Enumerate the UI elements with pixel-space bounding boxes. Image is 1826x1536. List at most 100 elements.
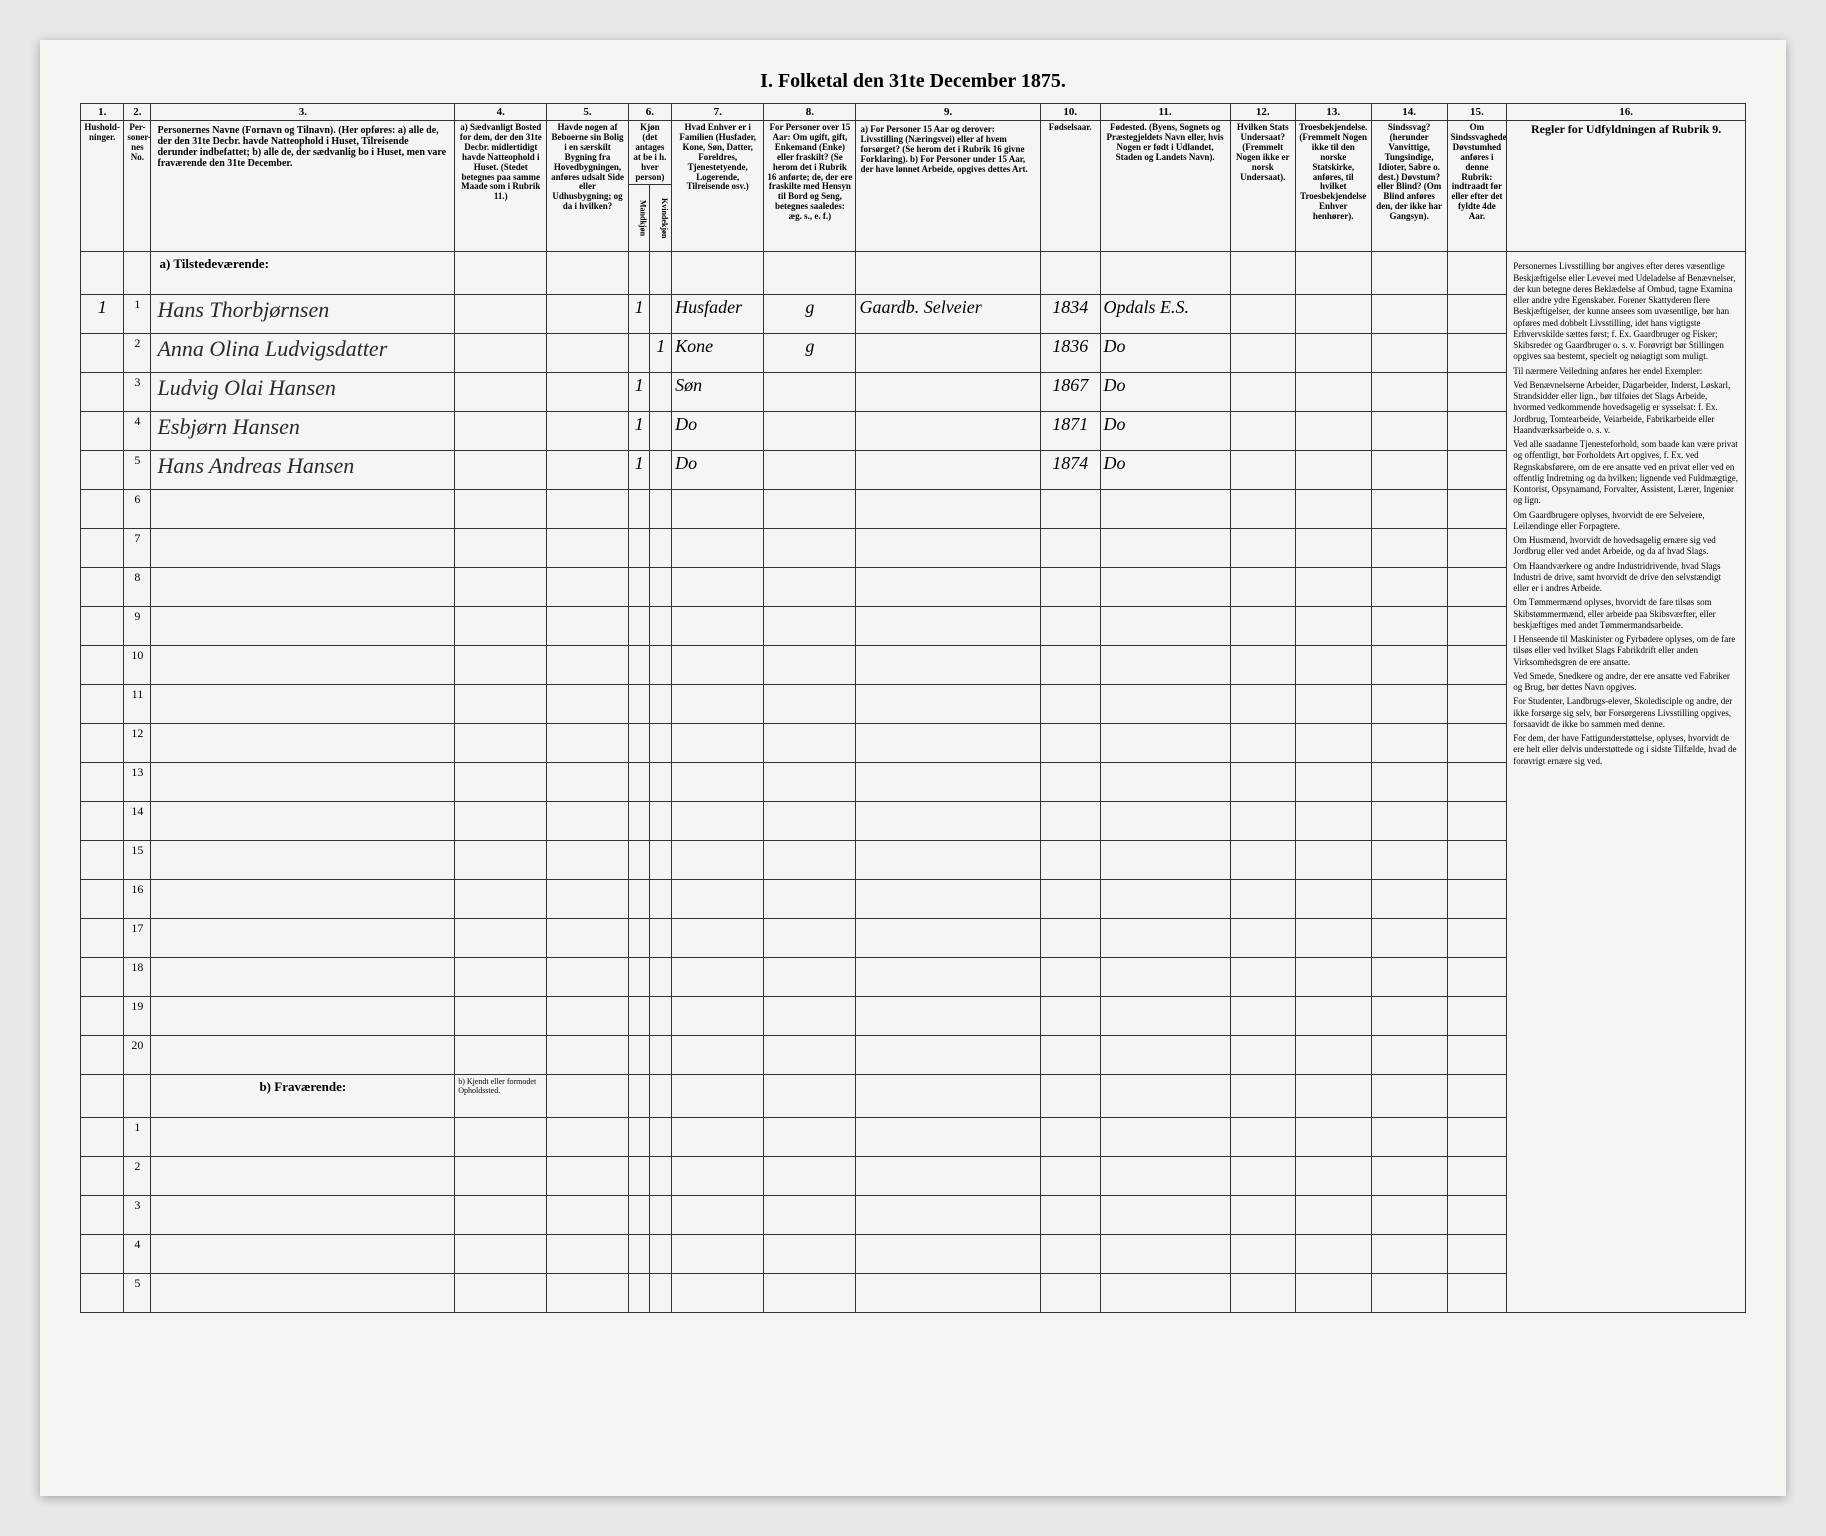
rules-text: Personernes Livsstilling bør angives eft… [1507,252,1746,1313]
col-num-11: 11. [1100,104,1230,121]
table-row: 3 [81,1196,1746,1235]
col-num-3: 3. [151,104,455,121]
census-table: 1. 2. 3. 4. 5. 6. 7. 8. 9. 10. 11. 12. 1… [80,103,1746,1313]
birth-year: 1836 [1040,334,1100,373]
page-title: I. Folketal den 31te December 1875. [80,70,1746,93]
person-name: Hans Andreas Hansen [151,451,455,490]
marital [764,373,856,412]
header-2: Per-soner-nes No. [124,121,151,252]
col-num-6: 6. [628,104,671,121]
occupation: Gaardb. Selveier [856,295,1040,334]
birthplace: Do [1100,334,1230,373]
header-14: Sindssvag? (herunder Vanvittige, Tungsin… [1371,121,1447,252]
header-1: Hushold-ninger. [81,121,124,252]
header-3: Personernes Navne (Fornavn og Tilnavn). … [151,121,455,252]
person-name: Esbjørn Hansen [151,412,455,451]
col-num-12: 12. [1230,104,1295,121]
occupation [856,451,1040,490]
header-16: Regler for Udfyldningen af Rubrik 9. [1507,121,1746,252]
sex-m: 1 [628,295,650,334]
rules-paragraph: For Studenter, Landbrugs-elever, Skoledi… [1513,696,1739,730]
family-rel: Kone [672,334,764,373]
sex-f [650,451,672,490]
person-num: 5 [124,451,151,490]
marital [764,451,856,490]
table-row: 8 [81,568,1746,607]
rules-paragraph: Til nærmere Veiledning anføres her endel… [1513,366,1739,377]
sex-f [650,295,672,334]
person-num: 2 [124,1157,151,1196]
header-15: Om Sindssvagheden Døvstumhed anføres i d… [1447,121,1507,252]
sex-f: 1 [650,334,672,373]
table-row: 1 1 Hans Thorbjørnsen 1 Husfader g Gaard… [81,295,1746,334]
person-num: 14 [124,802,151,841]
birth-year: 1834 [1040,295,1100,334]
marital [764,412,856,451]
col-num-13: 13. [1295,104,1371,121]
person-num: 8 [124,568,151,607]
table-row: 14 [81,802,1746,841]
table-row: 11 [81,685,1746,724]
table-row: 12 [81,724,1746,763]
household-num: 1 [81,295,124,334]
birthplace: Do [1100,412,1230,451]
household-num [81,451,124,490]
person-name: Anna Olina Ludvigsdatter [151,334,455,373]
family-rel: Do [672,451,764,490]
sex-m: 1 [628,451,650,490]
section-b-note: b) Kjendt eller formodet Opholdssted. [455,1075,547,1118]
rules-paragraph: Om Haandværkere og andre Industridrivend… [1513,561,1739,595]
person-num: 10 [124,646,151,685]
header-13: Troesbekjendelse. (Fremmelt Nogen ikke t… [1295,121,1371,252]
household-num [81,373,124,412]
person-name: Ludvig Olai Hansen [151,373,455,412]
header-11: Fødested. (Byens, Sognets og Præstegjeld… [1100,121,1230,252]
table-row: 7 [81,529,1746,568]
table-row: 3 Ludvig Olai Hansen 1 Søn 1867 Do [81,373,1746,412]
sex-f [650,412,672,451]
person-name: Hans Thorbjørnsen [151,295,455,334]
rules-paragraph: I Henseende til Maskinister og Fyrbødere… [1513,634,1739,668]
birthplace: Opdals E.S. [1100,295,1230,334]
col-num-15: 15. [1447,104,1507,121]
person-num: 5 [124,1274,151,1313]
person-num: 15 [124,841,151,880]
person-num: 12 [124,724,151,763]
rules-paragraph: Ved alle saadanne Tjenesteforhold, som b… [1513,439,1739,507]
header-10: Fødselsaar. [1040,121,1100,252]
table-row: 2 [81,1157,1746,1196]
header-8: For Personer over 15 Aar: Om ugift, gift… [764,121,856,252]
table-row: 6 [81,490,1746,529]
person-num: 16 [124,880,151,919]
rules-paragraph: Ved Smede, Snedkere og andre, der ere an… [1513,671,1739,694]
sex-m [628,334,650,373]
rules-paragraph: For dem, der have Fattigunderstøttelse, … [1513,733,1739,767]
col-num-4: 4. [455,104,547,121]
header-4: a) Sædvanligt Bosted for dem, der den 31… [455,121,547,252]
table-row: 17 [81,919,1746,958]
person-num: 4 [124,1235,151,1274]
rules-paragraph: Om Husmænd, hvorvidt de hovedsagelig ern… [1513,535,1739,558]
section-b-label: b) Fraværende: [151,1075,455,1118]
person-num: 6 [124,490,151,529]
col-num-1: 1. [81,104,124,121]
header-9: a) For Personer 15 Aar og derover: Livss… [856,121,1040,252]
household-num [81,334,124,373]
birthplace: Do [1100,373,1230,412]
person-num: 1 [124,295,151,334]
col-num-14: 14. [1371,104,1447,121]
table-row: 20 [81,1036,1746,1075]
rules-paragraph: Om Tømmermænd oplyses, hvorvidt de fare … [1513,597,1739,631]
person-num: 7 [124,529,151,568]
rules-paragraph: Personernes Livsstilling bør angives eft… [1513,261,1739,362]
section-a-label: a) Tilstedeværende: [151,252,455,295]
person-num: 4 [124,412,151,451]
col-num-9: 9. [856,104,1040,121]
person-num: 19 [124,997,151,1036]
rules-paragraph: Om Gaardbrugere oplyses, hvorvidt de ere… [1513,510,1739,533]
col-num-10: 10. [1040,104,1100,121]
person-num: 11 [124,685,151,724]
table-row: 2 Anna Olina Ludvigsdatter 1 Kone g 1836… [81,334,1746,373]
header-7: Hvad Enhver er i Familien (Husfader, Kon… [672,121,764,252]
occupation [856,334,1040,373]
